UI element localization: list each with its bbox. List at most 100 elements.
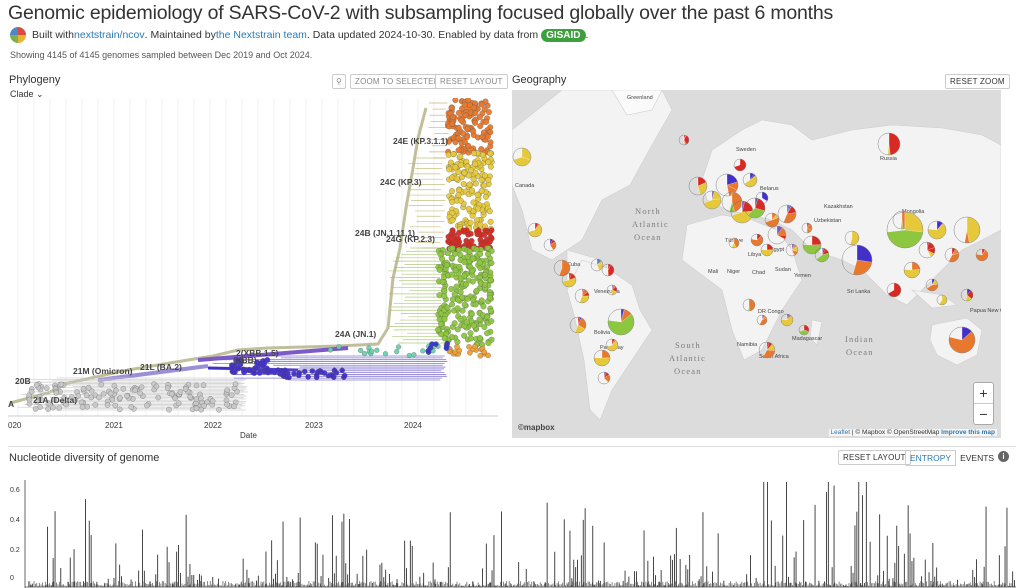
entropy-bar[interactable] bbox=[452, 583, 454, 587]
entropy-bar[interactable] bbox=[436, 581, 438, 587]
events-tab[interactable]: EVENTS bbox=[960, 453, 995, 463]
entropy-bar[interactable] bbox=[240, 581, 242, 587]
entropy-bar[interactable] bbox=[46, 584, 48, 587]
entropy-bar[interactable] bbox=[800, 582, 802, 587]
entropy-bar[interactable] bbox=[704, 581, 706, 587]
entropy-bar[interactable] bbox=[130, 579, 132, 587]
entropy-bar[interactable] bbox=[297, 572, 299, 587]
entropy-bar[interactable] bbox=[104, 582, 105, 587]
entropy-bar[interactable] bbox=[1000, 585, 1002, 587]
entropy-bar[interactable] bbox=[163, 581, 165, 587]
entropy-bar[interactable] bbox=[786, 584, 788, 587]
entropy-bar[interactable] bbox=[119, 583, 121, 587]
entropy-bar[interactable] bbox=[494, 585, 496, 587]
entropy-bar[interactable] bbox=[894, 562, 896, 587]
entropy-bar[interactable] bbox=[878, 583, 879, 587]
entropy-bar[interactable] bbox=[88, 520, 90, 587]
entropy-bar[interactable] bbox=[91, 582, 93, 587]
entropy-bar[interactable] bbox=[442, 582, 444, 587]
entropy-bar[interactable] bbox=[75, 582, 77, 587]
entropy-bar[interactable] bbox=[522, 585, 523, 587]
entropy-bar[interactable] bbox=[108, 584, 110, 587]
entropy-bar[interactable] bbox=[833, 485, 835, 587]
entropy-bar[interactable] bbox=[947, 582, 949, 587]
entropy-bar[interactable] bbox=[508, 581, 510, 587]
entropy-bar[interactable] bbox=[824, 582, 826, 587]
entropy-bar[interactable] bbox=[718, 585, 720, 587]
entropy-bar[interactable] bbox=[542, 585, 544, 587]
entropy-bar[interactable] bbox=[99, 585, 101, 587]
clade-label[interactable]: 24C (KP.3) bbox=[380, 177, 422, 187]
entropy-bar[interactable] bbox=[105, 582, 107, 587]
entropy-bar[interactable] bbox=[538, 585, 540, 587]
entropy-bar[interactable] bbox=[772, 585, 774, 587]
entropy-bar[interactable] bbox=[592, 525, 594, 587]
entropy-bar[interactable] bbox=[367, 585, 369, 587]
entropy-bar[interactable] bbox=[257, 582, 259, 587]
entropy-bar[interactable] bbox=[544, 583, 545, 587]
entropy-bar[interactable] bbox=[331, 582, 332, 587]
location-pie[interactable] bbox=[925, 278, 939, 292]
entropy-bar[interactable] bbox=[90, 535, 92, 587]
entropy-bar[interactable] bbox=[473, 584, 475, 587]
entropy-bar[interactable] bbox=[728, 582, 730, 587]
entropy-bar[interactable] bbox=[799, 581, 800, 587]
clade-label[interactable]: 21A (Delta) bbox=[33, 395, 77, 405]
location-pie[interactable] bbox=[744, 197, 766, 219]
entropy-bar[interactable] bbox=[532, 585, 534, 587]
entropy-bar[interactable] bbox=[516, 586, 518, 587]
location-pie[interactable] bbox=[607, 308, 635, 336]
entropy-bar[interactable] bbox=[366, 549, 368, 587]
entropy-bar[interactable] bbox=[297, 581, 299, 587]
map-zoom-control[interactable]: + − bbox=[973, 382, 994, 425]
location-pie[interactable] bbox=[574, 288, 590, 304]
entropy-bar[interactable] bbox=[226, 584, 228, 587]
entropy-bar[interactable] bbox=[850, 584, 851, 587]
entropy-bar[interactable] bbox=[154, 585, 156, 587]
location-pie[interactable] bbox=[702, 190, 722, 210]
mapbox-logo[interactable]: ©mapbox bbox=[518, 423, 555, 432]
entropy-bar[interactable] bbox=[506, 585, 508, 587]
entropy-bar[interactable] bbox=[30, 585, 32, 587]
entropy-bar[interactable] bbox=[610, 584, 612, 587]
entropy-bar[interactable] bbox=[308, 581, 310, 587]
entropy-bar[interactable] bbox=[435, 584, 437, 587]
entropy-bar[interactable] bbox=[912, 583, 913, 587]
entropy-bar[interactable] bbox=[892, 581, 894, 587]
entropy-bar[interactable] bbox=[661, 585, 662, 587]
entropy-bar[interactable] bbox=[208, 584, 210, 587]
entropy-bar[interactable] bbox=[893, 581, 895, 587]
entropy-bar[interactable] bbox=[727, 585, 729, 587]
entropy-bar[interactable] bbox=[451, 584, 452, 587]
entropy-bar[interactable] bbox=[458, 584, 459, 587]
entropy-bar[interactable] bbox=[919, 583, 920, 587]
entropy-bar[interactable] bbox=[259, 585, 260, 587]
entropy-bar[interactable] bbox=[582, 519, 584, 587]
entropy-bar[interactable] bbox=[563, 585, 565, 587]
entropy-bar[interactable] bbox=[387, 582, 389, 587]
entropy-bar[interactable] bbox=[787, 584, 789, 587]
entropy-bar[interactable] bbox=[852, 583, 854, 587]
entropy-bar[interactable] bbox=[621, 585, 623, 587]
entropy-bar[interactable] bbox=[252, 581, 253, 587]
entropy-bar[interactable] bbox=[290, 581, 292, 587]
entropy-bar[interactable] bbox=[157, 585, 159, 587]
entropy-bar[interactable] bbox=[762, 583, 764, 587]
entropy-bar[interactable] bbox=[517, 583, 518, 587]
entropy-bar[interactable] bbox=[114, 582, 115, 587]
entropy-bar[interactable] bbox=[549, 584, 551, 587]
entropy-bar[interactable] bbox=[278, 583, 280, 587]
entropy-bar[interactable] bbox=[142, 582, 143, 587]
entropy-bar[interactable] bbox=[356, 581, 358, 587]
entropy-bar[interactable] bbox=[861, 584, 863, 587]
entropy-bar[interactable] bbox=[599, 580, 601, 587]
entropy-bar[interactable] bbox=[286, 585, 287, 587]
entropy-bar[interactable] bbox=[741, 581, 743, 587]
entropy-bar[interactable] bbox=[854, 525, 856, 587]
entropy-bar[interactable] bbox=[294, 582, 296, 587]
entropy-bar[interactable] bbox=[497, 584, 499, 587]
entropy-bar[interactable] bbox=[628, 576, 630, 587]
entropy-bar[interactable] bbox=[183, 585, 184, 587]
entropy-bar[interactable] bbox=[938, 584, 940, 587]
entropy-bar[interactable] bbox=[463, 586, 464, 587]
